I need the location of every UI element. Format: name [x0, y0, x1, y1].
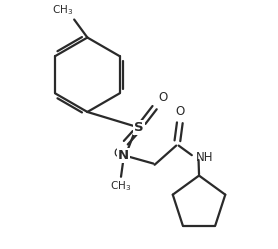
Text: CH$_3$: CH$_3$ [110, 179, 131, 193]
Text: O: O [158, 91, 167, 104]
Text: CH$_3$: CH$_3$ [52, 3, 73, 17]
Text: N: N [118, 149, 129, 162]
Text: S: S [134, 121, 144, 134]
Text: O: O [113, 147, 122, 160]
Text: NH: NH [195, 151, 213, 164]
Text: O: O [175, 105, 184, 118]
